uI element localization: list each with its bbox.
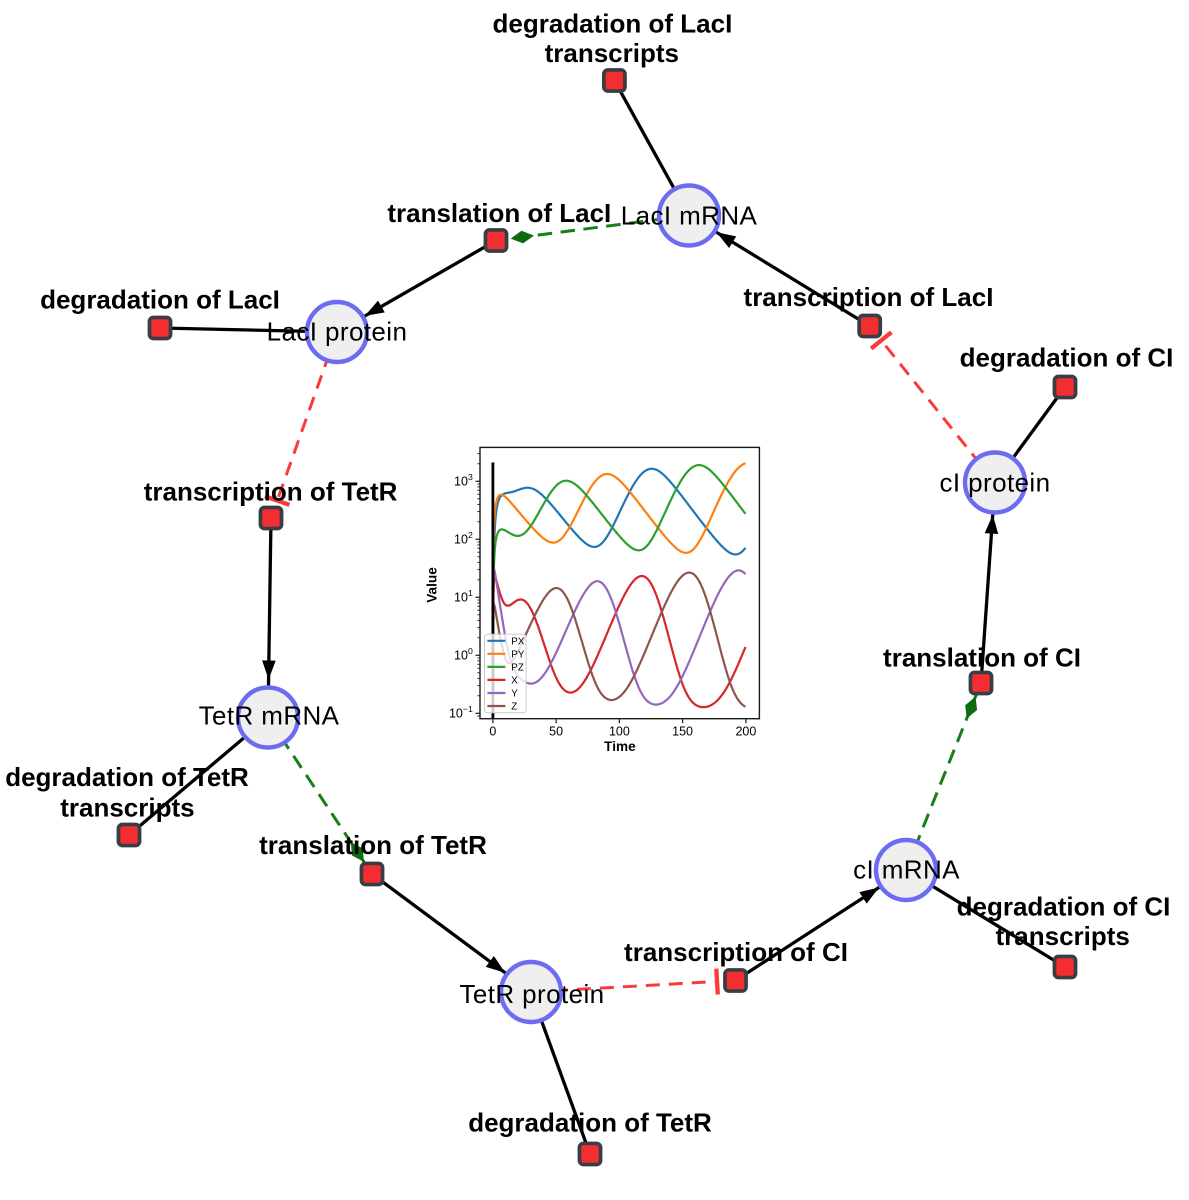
svg-text:degradation of CI: degradation of CI	[957, 891, 1171, 921]
svg-text:100: 100	[609, 725, 630, 739]
svg-text:degradation of CI: degradation of CI	[960, 342, 1174, 372]
svg-text:TetR protein: TetR protein	[460, 979, 605, 1009]
svg-text:LacI protein: LacI protein	[267, 317, 408, 347]
svg-text:transcripts: transcripts	[60, 792, 194, 822]
svg-text:Z: Z	[511, 702, 517, 713]
svg-text:LacI mRNA: LacI mRNA	[621, 201, 758, 231]
svg-text:PZ: PZ	[511, 662, 524, 673]
svg-text:200: 200	[735, 725, 756, 739]
svg-text:100: 100	[454, 646, 473, 663]
svg-text:transcripts: transcripts	[996, 921, 1130, 951]
svg-text:transcription of CI: transcription of CI	[624, 937, 848, 967]
svg-text:degradation of LacI: degradation of LacI	[40, 284, 280, 314]
svg-text:10−1: 10−1	[449, 704, 473, 721]
svg-text:degradation of TetR: degradation of TetR	[5, 762, 249, 792]
svg-text:150: 150	[672, 725, 693, 739]
svg-text:102: 102	[454, 530, 473, 547]
svg-text:PY: PY	[511, 649, 525, 660]
svg-text:103: 103	[454, 472, 473, 489]
svg-text:Value: Value	[424, 567, 439, 603]
svg-text:degradation of LacI: degradation of LacI	[492, 9, 732, 39]
svg-text:transcription of LacI: transcription of LacI	[744, 282, 994, 312]
svg-text:degradation of TetR: degradation of TetR	[468, 1108, 712, 1138]
svg-text:TetR mRNA: TetR mRNA	[199, 701, 340, 731]
svg-text:translation of LacI: translation of LacI	[387, 198, 611, 228]
svg-text:Time: Time	[604, 739, 636, 754]
svg-text:PX: PX	[511, 636, 525, 647]
svg-text:translation of TetR: translation of TetR	[259, 830, 487, 860]
svg-text:0: 0	[489, 725, 496, 739]
svg-text:X: X	[511, 675, 518, 686]
svg-text:Y: Y	[511, 689, 518, 700]
svg-text:transcripts: transcripts	[545, 38, 679, 68]
svg-text:cI protein: cI protein	[940, 468, 1051, 498]
svg-text:cI mRNA: cI mRNA	[853, 855, 960, 885]
svg-text:transcription of TetR: transcription of TetR	[144, 477, 398, 507]
svg-text:50: 50	[549, 725, 563, 739]
svg-text:translation of CI: translation of CI	[883, 642, 1081, 672]
svg-text:101: 101	[454, 588, 473, 605]
